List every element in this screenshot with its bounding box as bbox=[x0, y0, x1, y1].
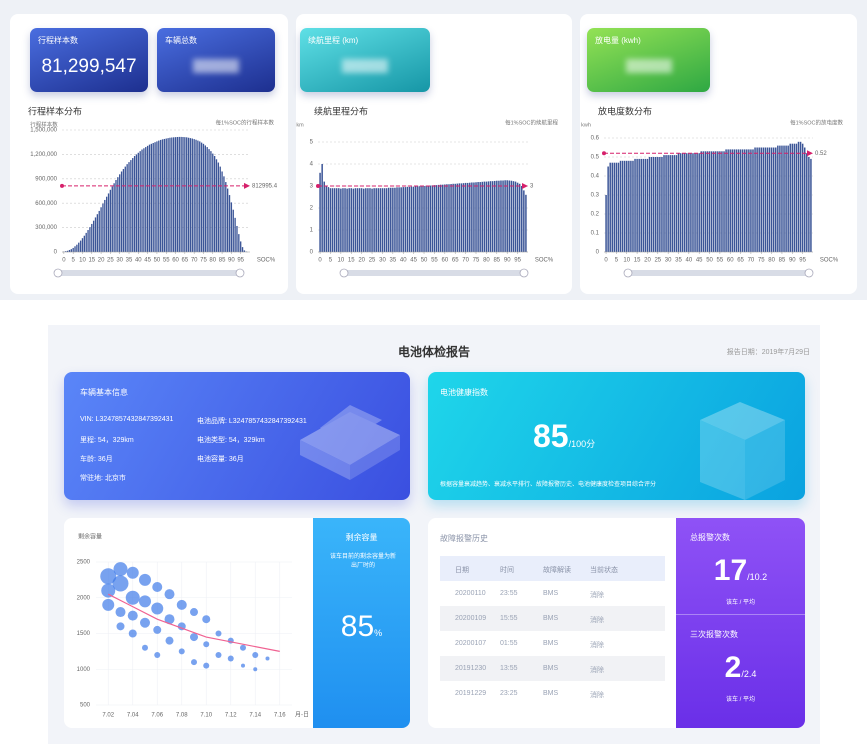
table-cell: 20191229 bbox=[455, 690, 487, 697]
card-title: 车辆基本信息 bbox=[80, 388, 128, 397]
table-cell: 消除 bbox=[590, 692, 604, 699]
card-title: 电池健康指数 bbox=[440, 388, 488, 397]
vehicle-field: 电池类型: 54，329km bbox=[197, 437, 265, 444]
alarm-box bbox=[676, 518, 805, 728]
table-cell: 消除 bbox=[590, 667, 604, 674]
vehicle-field: 车龄: 36月 bbox=[80, 456, 113, 463]
column-header: 故障解读 bbox=[543, 567, 571, 574]
vehicle-card bbox=[64, 372, 410, 500]
table-row: 20200110 23:55 BMS 消除 bbox=[440, 581, 665, 606]
column-header: 时间 bbox=[500, 567, 514, 574]
average: /2.4 bbox=[741, 669, 757, 679]
health-score: 85/100分 bbox=[533, 418, 595, 455]
table-cell: 消除 bbox=[590, 617, 604, 624]
capacity-box bbox=[313, 518, 410, 728]
alarm-note: 该车 / 平均 bbox=[725, 600, 755, 606]
health-description: 根据容量衰减趋势、衰减水平排行、故障报警历史、电池健康度检查项目综合评分 bbox=[440, 482, 657, 488]
stat-box: 行程样本数 81,299,547 bbox=[30, 28, 148, 92]
table-cell: BMS bbox=[543, 665, 559, 672]
column-header: 日期 bbox=[455, 567, 469, 574]
alarm-note: 该车 / 平均 bbox=[725, 697, 755, 703]
table-row: 20200109 15:55 BMS 消除 bbox=[440, 606, 665, 631]
table-cell: 13:55 bbox=[500, 665, 518, 672]
table-header: 日期 时间 故障解读 当前状态 bbox=[440, 556, 665, 581]
table-row: 20200107 01:55 BMS 消除 bbox=[440, 631, 665, 656]
table-cell: 01:55 bbox=[500, 640, 518, 647]
stat-label: 放电量 (kwh) bbox=[595, 36, 641, 45]
health-card bbox=[428, 372, 805, 500]
alarm-title: 三次报警次数 bbox=[690, 630, 738, 639]
alarm-title: 总报警次数 bbox=[690, 533, 730, 542]
stat-label: 续航里程 (km) bbox=[308, 36, 359, 45]
table-cell: BMS bbox=[543, 640, 559, 647]
blurred-value bbox=[193, 59, 239, 73]
table-cell: 15:55 bbox=[500, 615, 518, 622]
table-cell: 20200109 bbox=[455, 615, 487, 622]
report-date: 报告日期：2019年7月29日 bbox=[726, 349, 810, 356]
stat-box: 放电量 (kwh) bbox=[587, 28, 710, 92]
value: 17 bbox=[713, 554, 748, 587]
table-cell: 20200110 bbox=[455, 590, 486, 597]
capacity-title: 剩余容量 bbox=[345, 533, 378, 542]
vehicle-fields: VIN: L3247857432847392431 电池品牌: L32478574… bbox=[80, 416, 320, 483]
table-cell: 消除 bbox=[590, 642, 604, 649]
unit: % bbox=[374, 628, 383, 638]
stat-box: 续航里程 (km) bbox=[300, 28, 430, 92]
vehicle-field: 里程: 54，329km bbox=[80, 437, 134, 444]
table-cell: 23:55 bbox=[500, 590, 518, 597]
table-row: 20191230 13:55 BMS 消除 bbox=[440, 656, 665, 681]
card-title: 故障报警历史 bbox=[440, 534, 488, 543]
table-row: 20191229 23:25 BMS 消除 bbox=[440, 681, 665, 706]
table-cell: BMS bbox=[543, 690, 559, 697]
value: 85 bbox=[340, 610, 375, 643]
stat-box: 车辆总数 bbox=[157, 28, 275, 92]
score: 85 bbox=[533, 418, 569, 454]
vehicle-field: 电池容量: 36月 bbox=[197, 456, 244, 463]
blurred-value bbox=[342, 59, 388, 73]
stat-label: 行程样本数 bbox=[38, 36, 78, 45]
table-cell: 消除 bbox=[590, 592, 604, 599]
stat-value: 81,299,547 bbox=[41, 56, 137, 77]
value: 2 bbox=[724, 651, 742, 684]
table-cell: 20200107 bbox=[455, 640, 487, 647]
capacity-value: 85% bbox=[313, 610, 410, 644]
table-cell: BMS bbox=[543, 615, 559, 622]
vehicle-field: VIN: L3247857432847392431 bbox=[80, 416, 174, 423]
table-cell: 20191230 bbox=[455, 665, 487, 672]
table-cell: 23:25 bbox=[500, 690, 518, 697]
vehicle-field: 常驻地: 北京市 bbox=[80, 475, 126, 482]
average: /10.2 bbox=[747, 572, 768, 582]
blurred-value bbox=[625, 59, 672, 73]
vehicle-field: 电池品牌: L3247857432847392431 bbox=[197, 418, 307, 425]
score-unit: /100分 bbox=[568, 439, 596, 449]
report-title: 电池体检报告 bbox=[397, 345, 470, 359]
alarm-value: 17/10.2 bbox=[676, 554, 805, 588]
divider bbox=[676, 614, 805, 615]
capacity-description: 该车目前的剩余容量为新出厂时的 bbox=[330, 554, 397, 569]
table-cell: BMS bbox=[543, 590, 559, 597]
stat-label: 车辆总数 bbox=[165, 36, 197, 45]
column-header: 当前状态 bbox=[590, 567, 618, 574]
alarm-value: 2/2.4 bbox=[676, 651, 805, 685]
